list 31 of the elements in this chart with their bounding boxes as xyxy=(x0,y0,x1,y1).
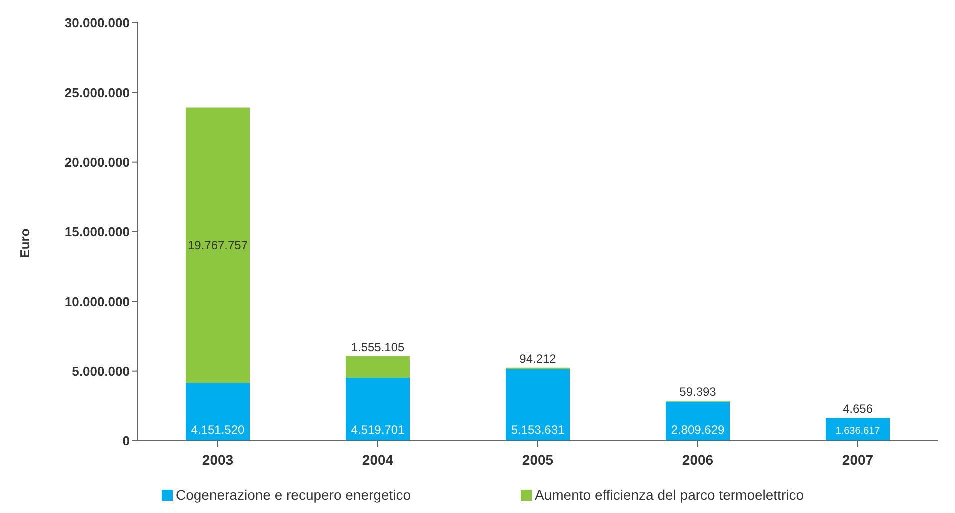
x-tick-label: 2004 xyxy=(362,452,394,468)
bar xyxy=(826,418,890,441)
y-tick-label: 10.000.000 xyxy=(64,294,130,310)
y-tick-label: 30.000.000 xyxy=(64,16,130,31)
bar xyxy=(186,108,250,384)
x-tick-label: 2006 xyxy=(682,452,714,468)
y-tick-label: 20.000.000 xyxy=(64,154,130,170)
data-label: 1.636.617 xyxy=(836,426,881,437)
y-axis-title: Euro xyxy=(17,228,32,258)
y-tick-label: 5.000.000 xyxy=(72,364,130,379)
x-tick-label: 2003 xyxy=(202,452,234,468)
y-tick-label: 25.000.000 xyxy=(64,85,130,100)
data-label: 1.555.105 xyxy=(351,340,406,354)
data-label: 4.151.520 xyxy=(191,423,246,437)
bar xyxy=(506,369,570,441)
data-label: 4.656 xyxy=(842,402,874,416)
bar xyxy=(346,378,410,441)
legend-label: Aumento efficienza del parco termoelettrico xyxy=(534,487,804,503)
data-label: 59.393 xyxy=(680,385,717,400)
data-label: 19.767.757 xyxy=(188,238,248,252)
x-tick-label: 2005 xyxy=(522,452,554,468)
bar xyxy=(346,356,410,378)
data-label: 94.212 xyxy=(520,352,557,366)
x-tick-label: 2007 xyxy=(842,452,874,468)
y-tick-label: 15.000.000 xyxy=(64,224,130,240)
data-label: 5.153.631 xyxy=(511,423,566,437)
bar xyxy=(186,383,250,441)
legend-label: Cogenerazione e recupero energetico xyxy=(174,487,412,503)
data-label: 4.519.701 xyxy=(351,423,406,437)
data-label: 2.809.629 xyxy=(671,423,726,437)
y-tick-label: 0 xyxy=(122,434,130,449)
